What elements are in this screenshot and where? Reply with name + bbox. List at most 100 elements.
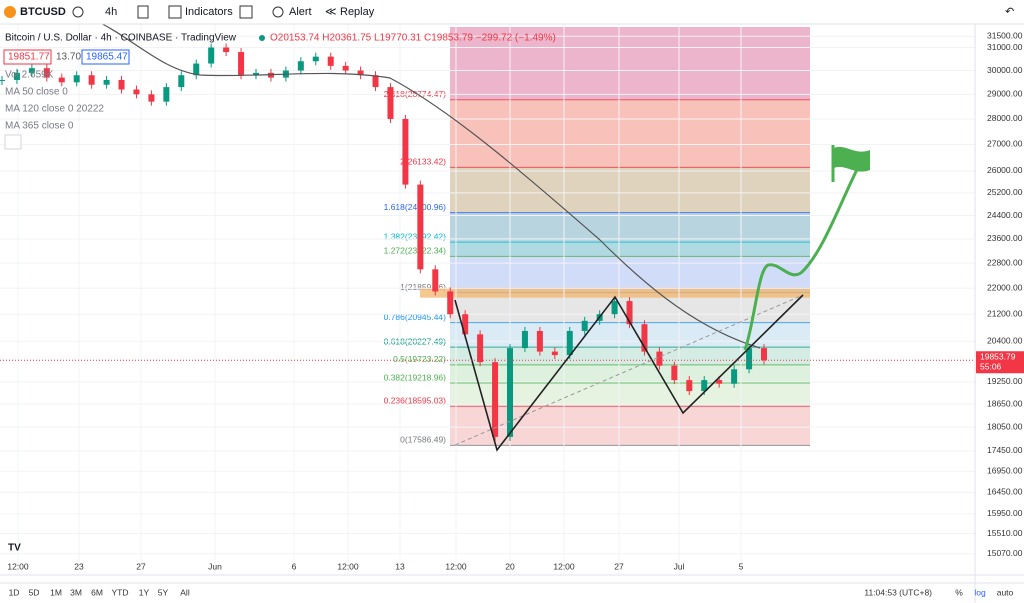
candle — [0, 79, 5, 81]
candle — [566, 330, 573, 356]
candle — [507, 348, 513, 437]
replay-icon: ≪ — [325, 6, 337, 18]
range-button[interactable]: 1Y — [139, 587, 150, 597]
add-symbol[interactable] — [72, 6, 84, 18]
time-tick-label: 12:00 — [445, 561, 467, 571]
range-button[interactable]: 5Y — [158, 587, 169, 597]
fib-label: 0.382(19218.96) — [384, 372, 447, 382]
undo[interactable]: ↶ — [1005, 6, 1014, 18]
symbol[interactable]: BTCUSD — [20, 6, 66, 18]
indicator-ma365: MA 365 close 0 — [5, 121, 74, 132]
price-tick-label: 30000.00 — [987, 65, 1023, 75]
bid-box[interactable] — [3, 49, 52, 65]
price-tick-label: 15510.00 — [987, 528, 1023, 538]
candle — [312, 56, 319, 62]
candle — [671, 365, 678, 381]
time-tick-label: 12:00 — [553, 561, 575, 571]
indicator-vol: Vol 2.659K — [5, 70, 54, 81]
chart-type[interactable] — [137, 5, 149, 19]
fib-zone — [450, 406, 810, 446]
range-button[interactable]: 3M — [70, 587, 82, 597]
price-tick-label: 20400.00 — [987, 335, 1023, 345]
zigzag-pattern — [454, 294, 804, 452]
price-tick-label: 16450.00 — [987, 486, 1023, 496]
candle — [238, 52, 245, 76]
candle — [716, 380, 723, 384]
range-button[interactable]: All — [180, 587, 190, 597]
scale-option[interactable]: auto — [997, 587, 1014, 597]
legend-ohlc: O20153.74 H20361.75 L19770.31 C19853.79 … — [270, 33, 556, 44]
indicators-icon — [168, 5, 182, 19]
collapse-legend[interactable] — [4, 134, 22, 150]
clock: 11:04:53 (UTC+8) — [864, 587, 932, 597]
spread: 13.70 — [56, 52, 81, 63]
bid: 19851.77 — [8, 52, 50, 63]
fib-label: 1.272(23022.34) — [384, 246, 447, 256]
ask-box[interactable] — [81, 49, 130, 65]
candle — [731, 369, 738, 384]
candle — [746, 348, 753, 370]
legend-title: Bitcoin / U.S. Dollar · 4h · COINBASE · … — [5, 33, 237, 44]
fib-zone — [450, 256, 810, 293]
range-button[interactable]: 1M — [50, 587, 62, 597]
candle — [432, 269, 439, 292]
fib-label: 2(26133.42) — [400, 157, 446, 167]
candle — [447, 291, 454, 315]
toolbar — [0, 0, 1024, 24]
candle — [656, 351, 663, 366]
time-tick-label: 20 — [505, 561, 515, 571]
candle — [357, 70, 364, 76]
time-tick-label: 12:00 — [337, 561, 359, 571]
range-button[interactable]: 1D — [9, 587, 20, 597]
candle — [297, 61, 304, 71]
flag — [834, 146, 870, 172]
candle — [73, 75, 80, 83]
range-button[interactable]: YTD — [112, 587, 129, 597]
alert-button[interactable]: Alert — [289, 6, 312, 18]
time-tick-label: Jul — [674, 561, 685, 571]
candle — [626, 301, 633, 325]
indicators-button[interactable]: Indicators — [185, 6, 233, 18]
candle — [701, 380, 708, 392]
candle — [372, 75, 379, 88]
fib-label: 1.618(24500.96) — [384, 202, 447, 212]
grid — [0, 24, 975, 575]
candle — [253, 72, 259, 76]
candle — [13, 72, 20, 80]
trend-dashed — [454, 294, 804, 446]
candle — [611, 301, 618, 315]
price-tick-label: 26000.00 — [987, 165, 1023, 175]
candle — [267, 72, 274, 78]
price-tick-label: 21200.00 — [987, 308, 1023, 318]
price-tick-label: 23600.00 — [987, 233, 1023, 243]
time-tick-label: 6 — [292, 561, 297, 571]
price-tick-label: 27000.00 — [987, 139, 1023, 149]
countdown: 55:06 — [980, 361, 1002, 371]
time-tick-label: 12:00 — [7, 561, 29, 571]
candle — [761, 348, 767, 361]
tv-logo: TV — [8, 543, 21, 554]
price-tick-label: 31000.00 — [987, 42, 1023, 52]
range-button[interactable]: 6M — [91, 587, 103, 597]
candle — [58, 77, 65, 83]
scale-option[interactable]: log — [974, 587, 986, 597]
time-tick-label: 13 — [395, 561, 405, 571]
scale-option[interactable]: % — [955, 587, 963, 597]
fib-label: 0(17586.49) — [400, 435, 446, 445]
current-price-box — [976, 351, 1024, 374]
price-tick-label: 24400.00 — [987, 210, 1023, 220]
alert-icon — [272, 6, 284, 18]
interval[interactable]: 4h — [105, 6, 117, 18]
candle — [387, 87, 394, 119]
price-tick-label: 15070.00 — [987, 548, 1023, 558]
price-tick-label: 16950.00 — [987, 465, 1023, 475]
fib-highlight — [420, 287, 810, 298]
replay-button[interactable]: Replay — [340, 6, 375, 18]
candle — [193, 63, 200, 76]
layouts[interactable] — [239, 5, 253, 19]
moving-average — [89, 17, 761, 349]
range-button[interactable]: 5D — [29, 587, 40, 597]
price-tick-label: 22800.00 — [987, 257, 1023, 267]
fib-zone — [450, 242, 810, 257]
